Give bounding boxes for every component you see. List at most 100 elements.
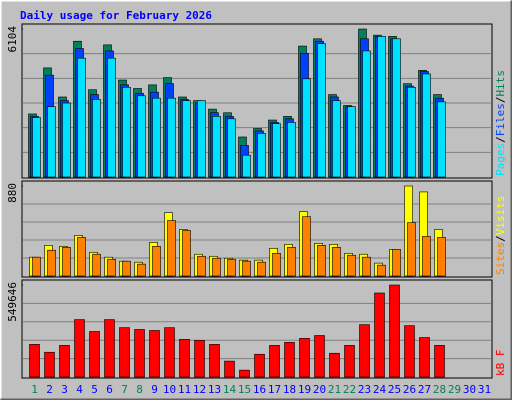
- y-max-label: 6104: [6, 26, 19, 53]
- x-tick-label: 25: [388, 383, 401, 396]
- bar: [437, 101, 446, 178]
- x-tick-label: 14: [223, 383, 237, 396]
- bar: [224, 360, 235, 378]
- x-tick-label: 7: [121, 383, 128, 396]
- bar: [377, 36, 386, 178]
- bar: [62, 102, 71, 178]
- bar: [137, 263, 146, 277]
- bar: [317, 43, 326, 178]
- bar: [329, 352, 340, 378]
- legend-entry: Files: [494, 103, 507, 136]
- x-tick-label: 19: [298, 383, 311, 396]
- legend-separator: /: [494, 136, 507, 143]
- x-tick-label: 4: [76, 383, 83, 396]
- bar: [407, 86, 416, 178]
- x-tick-label: 22: [343, 383, 356, 396]
- legend-entry: Sites: [494, 242, 507, 275]
- bar: [242, 260, 251, 277]
- x-tick-label: 20: [313, 383, 326, 396]
- bar: [242, 154, 251, 178]
- bar: [257, 133, 266, 178]
- bar: [29, 344, 40, 378]
- bar: [137, 95, 146, 178]
- bar: [92, 253, 101, 277]
- x-tick-label: 17: [268, 383, 281, 396]
- legend-separator: /: [494, 97, 507, 104]
- y-max-label: 549646: [6, 282, 19, 322]
- bar: [167, 220, 176, 277]
- x-tick-label: 11: [178, 383, 191, 396]
- bar: [332, 100, 341, 178]
- bar: [77, 237, 86, 277]
- legend: Sites/Visits: [494, 196, 507, 276]
- x-tick-label: 1: [31, 383, 38, 396]
- bar: [182, 230, 191, 277]
- bar: [59, 345, 70, 378]
- bar: [254, 353, 265, 378]
- bar: [197, 255, 206, 277]
- bar: [314, 335, 325, 378]
- legend-entry: Pages: [494, 143, 507, 176]
- bar: [347, 106, 356, 178]
- bar: [284, 342, 295, 378]
- x-tick-label: 16: [253, 383, 266, 396]
- bar: [287, 247, 296, 277]
- bar: [32, 117, 41, 178]
- bar: [419, 337, 430, 378]
- x-tick-label: 31: [478, 383, 491, 396]
- bar: [302, 216, 311, 277]
- bar: [149, 330, 160, 378]
- bar: [272, 252, 281, 277]
- bar: [209, 344, 220, 378]
- legend-entry: kB F: [494, 350, 507, 377]
- bar: [167, 97, 176, 178]
- x-tick-label: 13: [208, 383, 221, 396]
- x-tick-label: 10: [163, 383, 176, 396]
- bar: [269, 345, 280, 378]
- bar: [179, 339, 190, 378]
- bar: [122, 86, 131, 178]
- x-tick-label: 15: [238, 383, 251, 396]
- bar: [119, 327, 130, 378]
- legend: kB F: [494, 350, 507, 377]
- bar: [287, 122, 296, 178]
- bar: [152, 97, 161, 178]
- x-tick-label: 5: [91, 383, 98, 396]
- bar: [194, 340, 205, 378]
- bar: [47, 249, 56, 277]
- bar: [359, 324, 370, 378]
- x-tick-label: 27: [418, 383, 431, 396]
- bar: [107, 57, 116, 178]
- bar: [44, 351, 55, 378]
- bar: [107, 258, 116, 277]
- bar: [212, 257, 221, 277]
- chart-title: Daily usage for February 2026: [20, 9, 212, 22]
- bar: [302, 78, 311, 178]
- bar: [227, 118, 236, 178]
- bar: [347, 254, 356, 277]
- bar: [152, 246, 161, 277]
- x-tick-label: 12: [193, 383, 206, 396]
- x-tick-label: 18: [283, 383, 296, 396]
- bar: [362, 256, 371, 277]
- x-tick-label: 26: [403, 383, 416, 396]
- bar: [272, 123, 281, 178]
- x-tick-label: 21: [328, 383, 341, 396]
- bar: [197, 100, 206, 178]
- bar: [377, 264, 386, 277]
- bar: [374, 292, 385, 378]
- bar: [389, 284, 400, 378]
- x-tick-label: 24: [373, 383, 387, 396]
- bar: [239, 369, 250, 378]
- bar: [407, 222, 416, 277]
- bar: [47, 106, 56, 178]
- legend-separator: /: [494, 235, 507, 242]
- x-tick-label: 28: [433, 383, 446, 396]
- bar: [344, 345, 355, 378]
- bar: [434, 345, 445, 378]
- bar: [362, 50, 371, 178]
- bar: [134, 329, 145, 378]
- bar: [437, 237, 446, 277]
- legend-entry: Visits: [494, 196, 507, 236]
- bar: [299, 338, 310, 378]
